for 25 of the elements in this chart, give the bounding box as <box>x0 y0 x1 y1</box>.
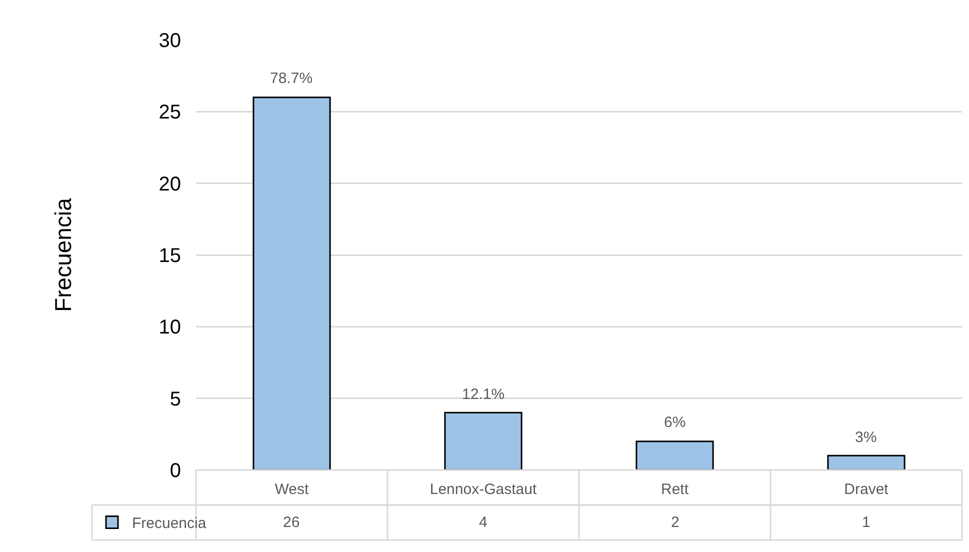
y-tick-label: 15 <box>158 245 181 267</box>
y-tick-label: 0 <box>170 460 181 482</box>
y-tick-label: 10 <box>158 316 181 339</box>
annotation: 78.7% <box>270 70 313 87</box>
bar <box>444 412 522 470</box>
data-label: 1 <box>862 514 870 531</box>
y-tick-label: 25 <box>158 102 181 124</box>
y-tick-label: 20 <box>158 173 181 196</box>
x-tick-label: Dravet <box>844 481 890 498</box>
data-label: 4 <box>479 514 488 531</box>
annotation: 12.1% <box>462 386 505 403</box>
y-tick-label: 30 <box>158 30 181 52</box>
bar <box>636 440 714 470</box>
annotation: 6% <box>664 414 686 431</box>
x-tick-label: Lennox-Gastaut <box>430 481 538 498</box>
data-label: 26 <box>283 514 300 531</box>
x-tick-label: Rett <box>660 481 690 498</box>
data-label: 2 <box>671 514 680 531</box>
annotation: 3% <box>855 429 877 446</box>
y-tick-label: 5 <box>170 388 181 410</box>
bar <box>827 454 906 470</box>
x-tick-label: West <box>274 481 310 498</box>
legend-label: Frecuencia <box>132 515 207 532</box>
bar <box>252 96 331 470</box>
y-axis-title: Frecuencia <box>50 198 76 312</box>
